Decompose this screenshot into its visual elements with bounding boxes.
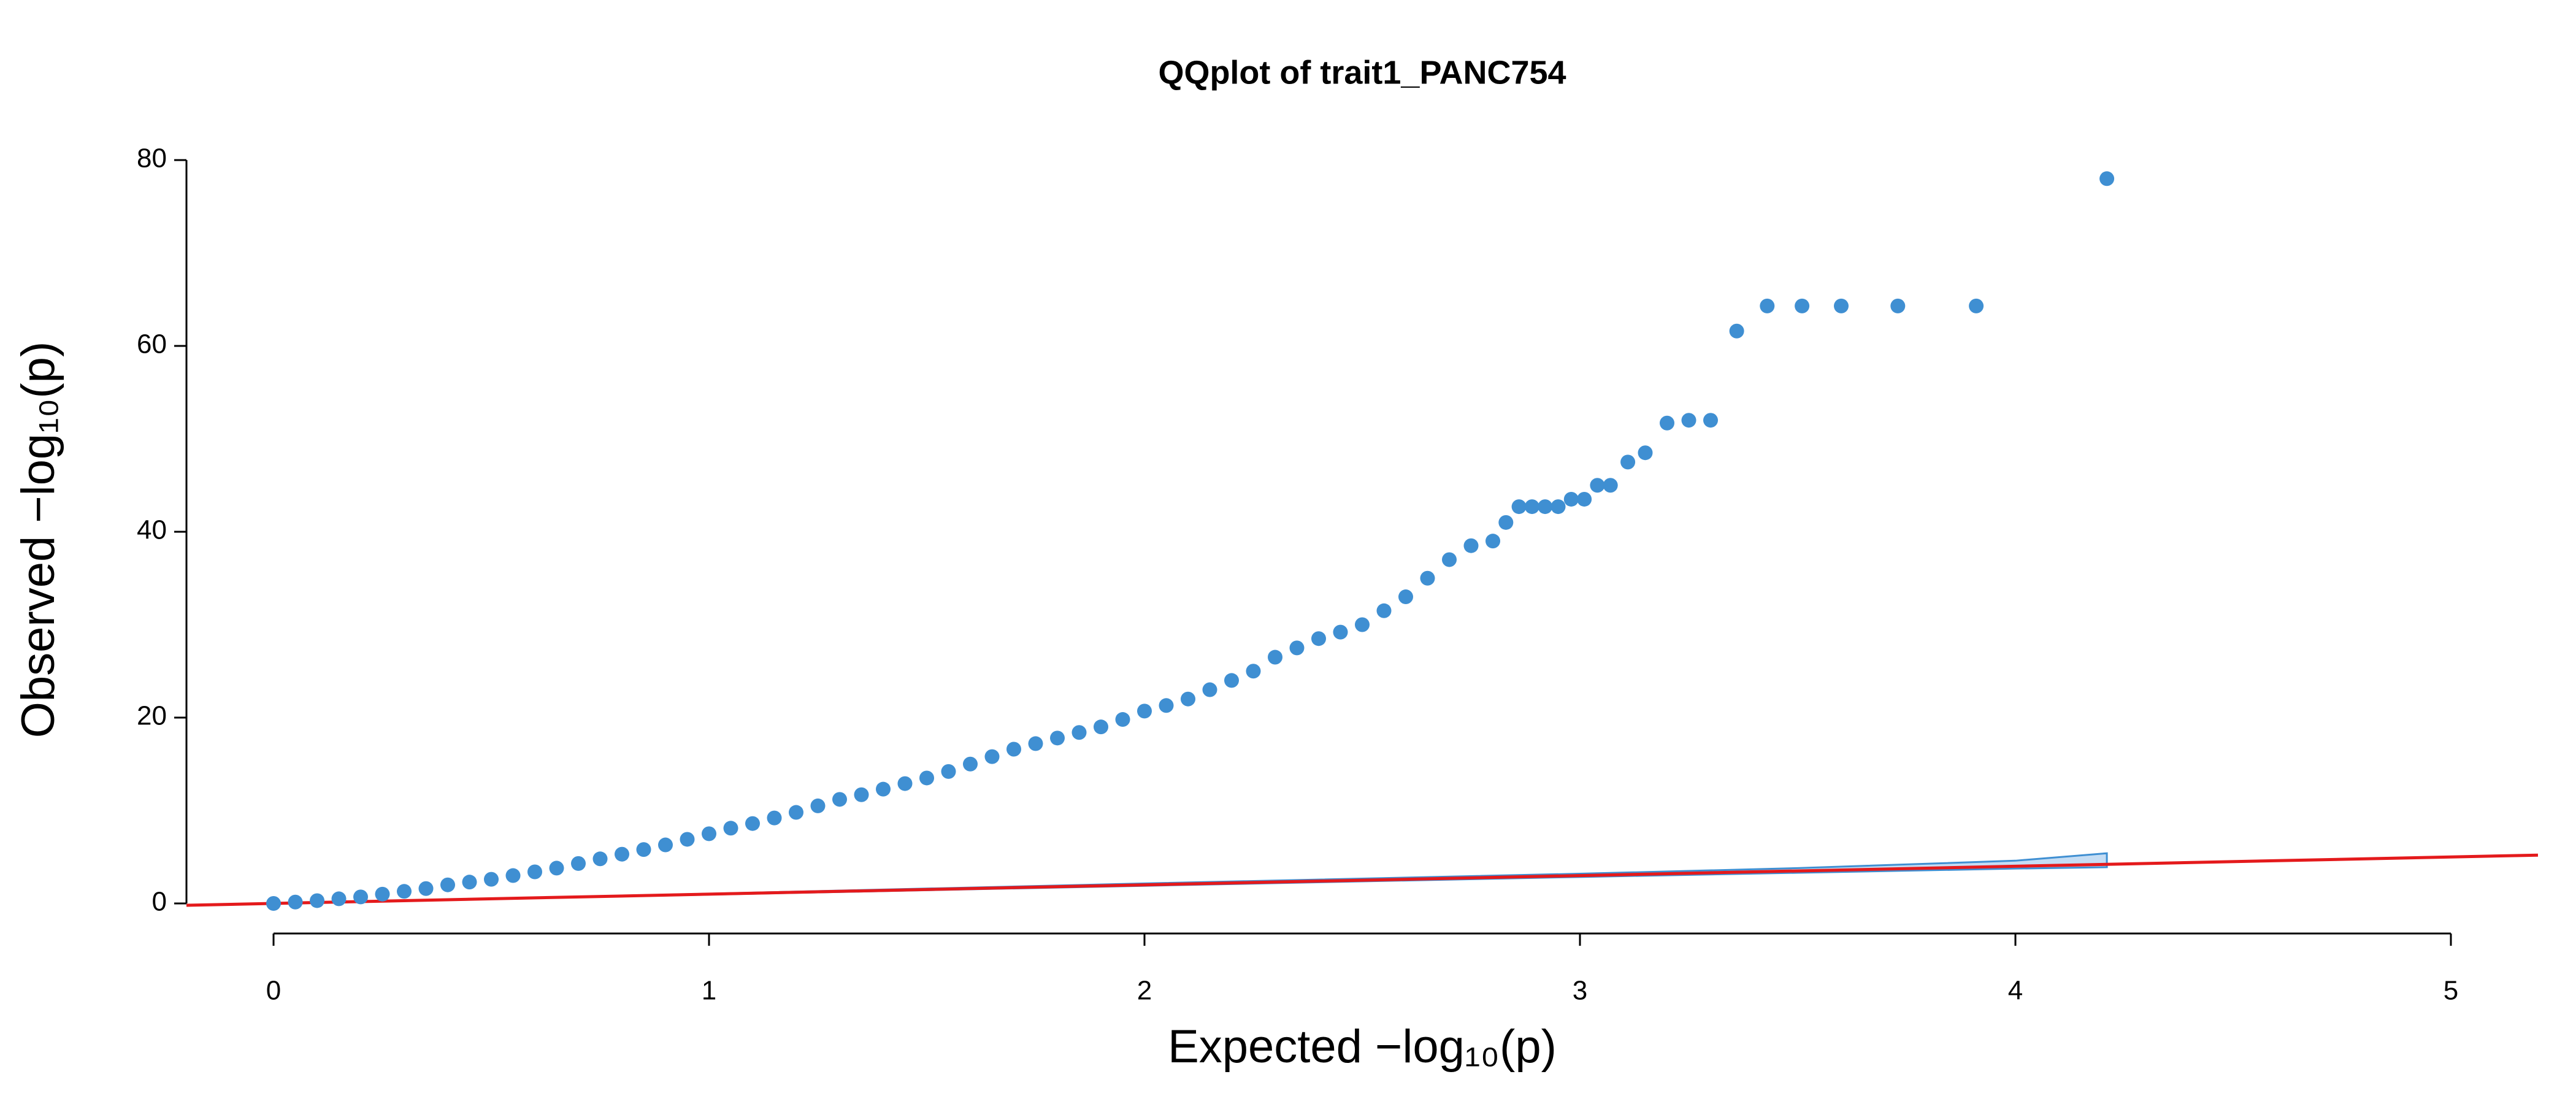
point [1268, 650, 1282, 665]
point [353, 889, 368, 905]
point [745, 816, 760, 831]
y-tick-label: 0 [152, 887, 167, 917]
point [440, 877, 455, 892]
point [1159, 698, 1174, 713]
reference-line [186, 853, 2539, 907]
x-axis-label: Expected −log₁₀(p) [1168, 1021, 1557, 1073]
point [1181, 691, 1195, 707]
point [1729, 323, 1744, 339]
point [1890, 298, 1906, 313]
point [1137, 703, 1152, 719]
x-tick-label: 5 [2444, 976, 2458, 1006]
point [1760, 298, 1775, 313]
point [1485, 534, 1500, 549]
chart-title: QQplot of trait1_PANC754 [1158, 54, 1566, 91]
point [1681, 413, 1696, 428]
point [1115, 712, 1130, 727]
point [1028, 736, 1043, 751]
y-tick-label: 20 [137, 701, 167, 731]
point [1398, 589, 1413, 605]
point [1603, 478, 1618, 493]
point [1563, 491, 1579, 507]
point [1355, 617, 1370, 632]
point [832, 792, 847, 807]
point [1006, 742, 1021, 757]
x-tick-label: 3 [1573, 976, 1587, 1006]
y-tick-label: 40 [137, 515, 167, 545]
plot-area: 0 1 2 3 4 5 0 20 40 60 80 [137, 144, 2539, 1006]
point [680, 832, 695, 847]
x-tick-label: 0 [266, 976, 281, 1006]
x-tick-label: 1 [702, 976, 716, 1006]
point [1538, 499, 1553, 515]
point [1463, 538, 1479, 553]
point [1638, 445, 1653, 461]
point [527, 864, 542, 880]
point [1660, 415, 1674, 431]
point [375, 886, 390, 902]
point [1333, 624, 1348, 640]
point [592, 851, 608, 867]
point [1577, 491, 1592, 507]
point [723, 821, 738, 836]
point [1498, 515, 1514, 530]
point [767, 810, 782, 826]
point [1246, 664, 1261, 679]
point [1511, 499, 1527, 515]
point [941, 764, 956, 779]
point [549, 861, 564, 876]
point [1442, 552, 1457, 567]
point [702, 826, 716, 841]
point [810, 798, 826, 813]
y-axis-label: Observed −log₁₀(p) [12, 342, 64, 738]
point [1202, 682, 1217, 697]
point [2099, 171, 2115, 186]
point [876, 781, 891, 797]
point [1050, 730, 1065, 746]
point [1590, 478, 1605, 493]
point [462, 875, 477, 890]
point [636, 842, 651, 857]
point [1071, 725, 1087, 740]
point [1795, 298, 1810, 313]
x-tick-label: 4 [2008, 976, 2023, 1006]
x-tick-label: 2 [1137, 976, 1152, 1006]
point [505, 868, 521, 883]
point [1703, 413, 1718, 428]
point [288, 894, 303, 910]
confidence-band [273, 852, 2108, 905]
point [1289, 640, 1305, 656]
point [919, 770, 934, 786]
point [484, 872, 499, 887]
point [1376, 603, 1392, 618]
point [897, 776, 913, 791]
point [1224, 673, 1239, 688]
point [615, 846, 629, 862]
point [789, 805, 803, 820]
point [1524, 499, 1539, 515]
point [1094, 719, 1108, 735]
y-tick-label: 80 [137, 144, 167, 174]
point [1420, 570, 1435, 586]
point [418, 881, 434, 896]
point [1311, 631, 1326, 646]
point [266, 896, 281, 911]
point [963, 756, 978, 772]
point [397, 884, 412, 899]
point [658, 837, 673, 853]
y-tick-label: 60 [137, 329, 167, 359]
point [331, 891, 347, 907]
point [854, 787, 869, 802]
point [1620, 454, 1636, 470]
point [1834, 298, 1849, 313]
point [1969, 298, 1984, 313]
point [1551, 499, 1566, 515]
point [571, 856, 586, 871]
point [984, 749, 1000, 764]
point [310, 893, 324, 908]
